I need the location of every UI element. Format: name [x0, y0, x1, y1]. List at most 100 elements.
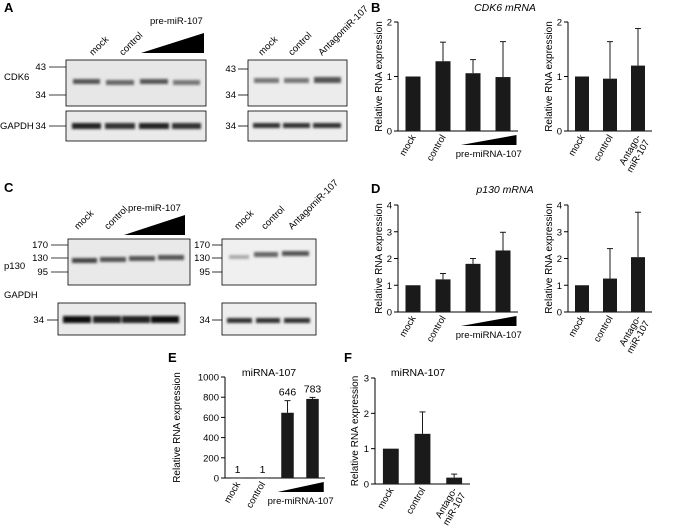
y-tick-label: 400 [203, 433, 219, 444]
lane-label-antagomir: AntagomiR-107 [286, 178, 340, 232]
category-label-line: mock [398, 314, 419, 339]
marker-170: 170 [194, 240, 210, 251]
category-label: mock [398, 314, 419, 339]
blot-p130-antagomir [221, 238, 317, 286]
category-label: mock [567, 133, 588, 158]
dose-wedge [124, 215, 185, 235]
y-tick-label: 0 [557, 308, 562, 319]
category-label: mock [222, 480, 243, 505]
y-tick-label: 0 [557, 127, 562, 138]
y-tick-label: 800 [203, 393, 219, 404]
blot-bands [72, 255, 184, 263]
category-label: control [244, 480, 268, 510]
y-tick-label: 2 [364, 409, 369, 420]
panel-F-label: F [344, 350, 352, 365]
gradient-label: pre-miRNA-107 [456, 149, 522, 160]
y-tick-label: 0 [214, 474, 219, 485]
y-tick-label: 2 [557, 18, 562, 29]
lane-label-mock: mock [232, 208, 256, 232]
bar [575, 285, 589, 312]
data-label: 1 [235, 464, 241, 476]
category-label-line: mock [567, 314, 588, 339]
lane-label-mock: mock [72, 208, 96, 232]
blot-bands [227, 318, 310, 323]
panel-E-label: E [168, 350, 177, 365]
y-tick-label: 1 [364, 444, 369, 455]
y-axis-label: Relative RNA expression [544, 203, 555, 314]
loading-label-gapdh: GAPDH [0, 121, 34, 132]
lane-label-control: control [117, 30, 145, 58]
category-label-line: control [592, 314, 616, 344]
y-tick-label: 3 [557, 227, 562, 238]
category-label-line: mock [398, 133, 419, 158]
data-label: 1 [260, 464, 266, 476]
bar [603, 78, 617, 131]
y-tick-label: 200 [203, 453, 219, 464]
panel-B-label: B [371, 0, 380, 15]
category-label-line: mock [567, 133, 588, 158]
marker-34: 34 [225, 121, 236, 132]
panel-C-blot1: mock control pre-miR-107 p130 170 130 95… [4, 203, 191, 336]
gradient-label: pre-miRNA-107 [268, 496, 334, 507]
bar [495, 250, 511, 312]
panel-B-title: CDK6 mRNA [474, 2, 536, 14]
bar [435, 279, 451, 312]
bar [575, 76, 589, 131]
lane-label-control: control [102, 204, 130, 232]
panel-C-blot2: mock control AntagomiR-107 170 130 95 34 [194, 178, 341, 336]
category-label: Antago-miR-107 [616, 314, 652, 356]
bar [405, 76, 421, 131]
panel-C-label: C [4, 180, 14, 195]
y-tick-label: 2 [387, 254, 392, 265]
y-axis-label: Relative RNA expression [544, 21, 555, 132]
gradient-label: pre-miR-107 [150, 16, 203, 27]
bar [631, 65, 645, 131]
category-label: mock [567, 314, 588, 339]
data-label: 646 [279, 387, 297, 399]
marker-95: 95 [199, 267, 210, 278]
marker-34: 34 [199, 315, 210, 326]
protein-label-p130: p130 [4, 261, 25, 272]
category-label-line: control [404, 486, 428, 516]
bar [231, 477, 244, 479]
category-label: mock [398, 133, 419, 158]
dose-wedge [461, 316, 517, 326]
lane-label-control: control [286, 30, 314, 58]
blot-bands [229, 251, 309, 259]
marker-130: 130 [194, 253, 210, 264]
y-tick-label: 2 [387, 18, 392, 29]
dose-wedge [461, 135, 517, 145]
category-label-line: mock [222, 480, 243, 505]
bar [256, 477, 269, 479]
bar [306, 398, 319, 478]
y-axis-label: Relative RNA expression [172, 372, 183, 483]
category-label-line: control [425, 314, 449, 344]
y-tick-label: 1 [387, 281, 392, 292]
dose-wedge [141, 33, 204, 53]
gradient-label: pre-miR-107 [128, 203, 181, 214]
category-label: control [425, 314, 449, 344]
bar [382, 448, 399, 484]
panel-A-blot2: mock control AntagomiR-107 43 34 34 [225, 4, 371, 142]
loading-label-gapdh: GAPDH [4, 290, 38, 301]
marker-95: 95 [37, 267, 48, 278]
category-label: control [592, 314, 616, 344]
category-label: Antago-miR-107 [616, 133, 652, 175]
dose-wedge [277, 482, 324, 492]
chart-title: miRNA-107 [242, 367, 296, 379]
y-tick-label: 3 [364, 374, 369, 385]
bar [435, 61, 451, 131]
y-axis-label: Relative RNA expression [374, 21, 385, 132]
y-tick-label: 4 [557, 201, 562, 212]
lane-label-control: control [259, 204, 287, 232]
bar [446, 477, 463, 484]
bar [631, 257, 645, 312]
category-label: control [404, 486, 428, 516]
y-tick-label: 2 [557, 254, 562, 265]
marker-34: 34 [35, 121, 46, 132]
panel-A-label: A [4, 0, 14, 15]
marker-43: 43 [225, 64, 236, 75]
